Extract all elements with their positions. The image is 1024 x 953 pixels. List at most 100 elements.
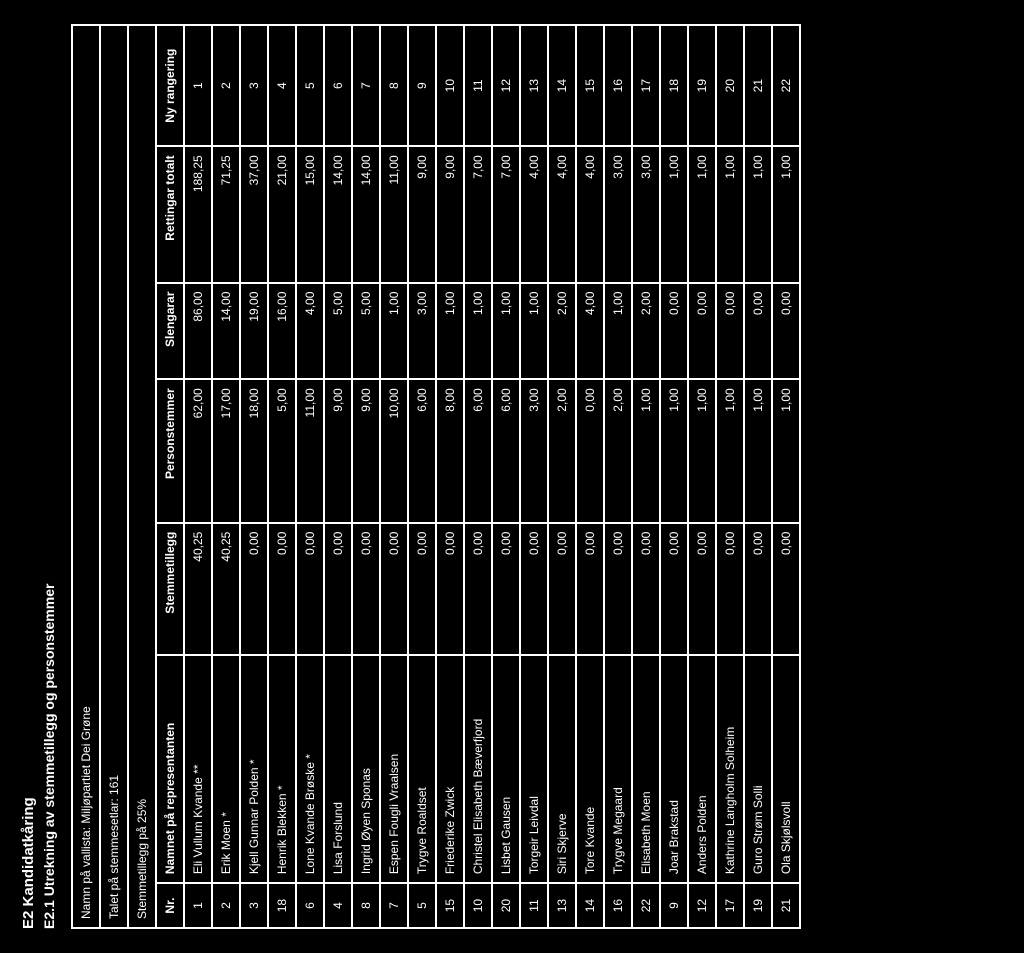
cell-name: Eli Vullum Kvande **: [184, 655, 212, 884]
cell-nr: 1: [184, 883, 212, 928]
cell-nr: 15: [436, 883, 464, 928]
table-row: 4Lisa Forslund0,009,005,0014,006: [324, 25, 352, 928]
cell-total: 1,00: [772, 146, 800, 282]
cell-bonus: 0,00: [688, 523, 716, 655]
table-row: 14Tore Kvande0,000,004,004,0015: [576, 25, 604, 928]
cell-nr: 10: [464, 883, 492, 928]
table-row: 1Eli Vullum Kvande **40,2562,0086,00188,…: [184, 25, 212, 928]
cell-total: 7,00: [492, 146, 520, 282]
cell-total: 14,00: [324, 146, 352, 282]
col-bonus: Stemmetillegg: [156, 523, 184, 655]
cell-total: 9,00: [436, 146, 464, 282]
cell-nr: 21: [772, 883, 800, 928]
cell-nr: 12: [688, 883, 716, 928]
cell-rank: 21: [744, 25, 772, 146]
cell-slengarar: 1,00: [380, 283, 408, 380]
cell-bonus: 0,00: [436, 523, 464, 655]
table-row: 21Ola Skjølsvoll0,001,000,001,0022: [772, 25, 800, 928]
cell-rank: 14: [548, 25, 576, 146]
cell-slengarar: 2,00: [632, 283, 660, 380]
cell-name: Tore Kvande: [576, 655, 604, 884]
cell-rank: 7: [352, 25, 380, 146]
cell-personal: 17,00: [212, 379, 240, 522]
cell-total: 4,00: [520, 146, 548, 282]
cell-total: 4,00: [548, 146, 576, 282]
cell-nr: 19: [744, 883, 772, 928]
bonus-cell: Stemmetillegg på 25%: [128, 25, 156, 928]
cell-nr: 2: [212, 883, 240, 928]
table-row: 12Anders Polden0,001,000,001,0019: [688, 25, 716, 928]
cell-personal: 3,00: [520, 379, 548, 522]
cell-rank: 3: [240, 25, 268, 146]
cell-personal: 11,00: [296, 379, 324, 522]
meta-row-count: Talet på stemmesetlar: 161: [100, 25, 128, 928]
col-name: Namnet på representanten: [156, 655, 184, 884]
cell-bonus: 0,00: [240, 523, 268, 655]
cell-slengarar: 4,00: [296, 283, 324, 380]
cell-personal: 62,00: [184, 379, 212, 522]
cell-personal: 2,00: [548, 379, 576, 522]
cell-slengarar: 1,00: [604, 283, 632, 380]
cell-bonus: 0,00: [548, 523, 576, 655]
sub-heading: E2.1 Utrekning av stemmetillegg og perso…: [41, 24, 57, 929]
cell-bonus: 0,00: [716, 523, 744, 655]
cell-bonus: 0,00: [660, 523, 688, 655]
cell-nr: 14: [576, 883, 604, 928]
cell-personal: 1,00: [772, 379, 800, 522]
cell-name: Kjell Gunnar Polden *: [240, 655, 268, 884]
cell-personal: 6,00: [492, 379, 520, 522]
cell-slengarar: 1,00: [492, 283, 520, 380]
cell-name: Trygve Megaard: [604, 655, 632, 884]
cell-nr: 11: [520, 883, 548, 928]
cell-total: 14,00: [352, 146, 380, 282]
cell-personal: 10,00: [380, 379, 408, 522]
cell-rank: 13: [520, 25, 548, 146]
cell-nr: 8: [352, 883, 380, 928]
col-rank: Ny rangering: [156, 25, 184, 146]
cell-bonus: 0,00: [744, 523, 772, 655]
cell-name: Joar Brakstad: [660, 655, 688, 884]
table-row: 20Lisbet Gausen0,006,001,007,0012: [492, 25, 520, 928]
cell-nr: 6: [296, 883, 324, 928]
cell-name: Torgeir Leivdal: [520, 655, 548, 884]
cell-slengarar: 2,00: [548, 283, 576, 380]
cell-nr: 4: [324, 883, 352, 928]
cell-rank: 5: [296, 25, 324, 146]
cell-bonus: 0,00: [772, 523, 800, 655]
cell-rank: 9: [408, 25, 436, 146]
cell-rank: 6: [324, 25, 352, 146]
cell-bonus: 0,00: [380, 523, 408, 655]
cell-slengarar: 4,00: [576, 283, 604, 380]
cell-rank: 16: [604, 25, 632, 146]
cell-slengarar: 0,00: [744, 283, 772, 380]
meta-row-bonus: Stemmetillegg på 25%: [128, 25, 156, 928]
cell-personal: 1,00: [716, 379, 744, 522]
cell-nr: 22: [632, 883, 660, 928]
table-row: 22Elisabeth Moen0,001,002,003,0017: [632, 25, 660, 928]
cell-slengarar: 0,00: [688, 283, 716, 380]
cell-personal: 1,00: [660, 379, 688, 522]
table-row: 10Christel Elisabeth Bæverfjord0,006,001…: [464, 25, 492, 928]
cell-total: 1,00: [744, 146, 772, 282]
cell-rank: 10: [436, 25, 464, 146]
cell-rank: 4: [268, 25, 296, 146]
cell-personal: 8,00: [436, 379, 464, 522]
cell-name: Ingrid Øyen Sponas: [352, 655, 380, 884]
table-row: 6Lone Kvande Brøske *0,0011,004,0015,005: [296, 25, 324, 928]
cell-personal: 2,00: [604, 379, 632, 522]
cell-name: Lisa Forslund: [324, 655, 352, 884]
cell-bonus: 0,00: [408, 523, 436, 655]
cell-bonus: 0,00: [464, 523, 492, 655]
cell-rank: 22: [772, 25, 800, 146]
cell-rank: 11: [464, 25, 492, 146]
cell-name: Christel Elisabeth Bæverfjord: [464, 655, 492, 884]
table-row: 13Siri Skjerve0,002,002,004,0014: [548, 25, 576, 928]
cell-slengarar: 5,00: [324, 283, 352, 380]
page-container: E2 Kandidatkåring E2.1 Utrekning av stem…: [0, 0, 1024, 953]
cell-total: 21,00: [268, 146, 296, 282]
cell-personal: 18,00: [240, 379, 268, 522]
cell-name: Espen Fougli Vraalsen: [380, 655, 408, 884]
cell-name: Friederike Zwick: [436, 655, 464, 884]
cell-rank: 8: [380, 25, 408, 146]
cell-total: 11,00: [380, 146, 408, 282]
